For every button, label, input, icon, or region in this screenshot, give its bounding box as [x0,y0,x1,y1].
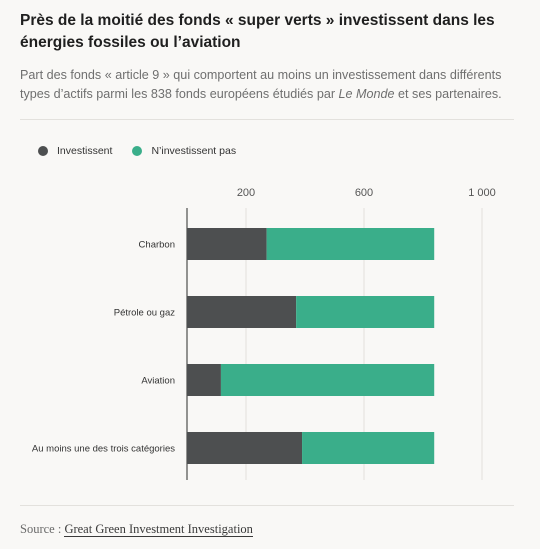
chart-legend: Investissent N’investissent pas [38,145,256,157]
category-label-0: Charbon [139,240,175,251]
chart-title: Près de la moitié des fonds « super vert… [20,12,495,51]
bar-investissent-2 [187,364,221,396]
bar-ninvestissent-pas-1 [296,296,435,328]
legend-label-investissent: Investissent [57,145,113,157]
legend-swatch-ninvestissent-pas [132,146,143,156]
legend-item-investissent: Investissent [38,145,112,157]
bar-investissent-3 [187,432,303,464]
source-link[interactable]: Great Green Investment Investigation [64,522,253,537]
bar-investissent-1 [187,296,297,328]
chart-subtitle: Part des fonds « article 9 » qui comport… [20,66,520,104]
x-tick-label-1000: 1 000 [468,187,496,199]
bar-ninvestissent-pas-2 [220,364,435,396]
category-label-1: Pétrole ou gaz [114,308,176,319]
top-divider [20,119,514,120]
source-line: Source : Great Green Investment Investig… [20,522,253,537]
bottom-divider [20,505,514,506]
bar-ninvestissent-pas-0 [266,228,435,260]
subtitle-text-start: Part des fonds « article 9 » qui comport… [20,68,502,101]
x-tick-label-200: 200 [237,187,255,199]
subtitle-publication-name: Le Monde [338,87,395,101]
subtitle-text-end: et ses partenaires. [394,87,502,101]
bar-investissent-0 [187,228,267,260]
legend-item-ninvestissent-pas: N’investissent pas [132,145,236,157]
category-label-3: Au moins une des trois catégories [32,444,175,455]
category-label-2: Aviation [141,376,175,387]
legend-swatch-investissent [38,146,48,156]
bar-ninvestissent-pas-3 [302,432,435,464]
x-tick-label-600: 600 [355,187,373,199]
stacked-bar-chart: 200 600 1 000 Charbon Pétrole ou gaz Aviation… [32,187,496,480]
legend-label-ninvestissent-pas: N’investissent pas [151,145,237,157]
source-label: Source : [20,522,65,536]
